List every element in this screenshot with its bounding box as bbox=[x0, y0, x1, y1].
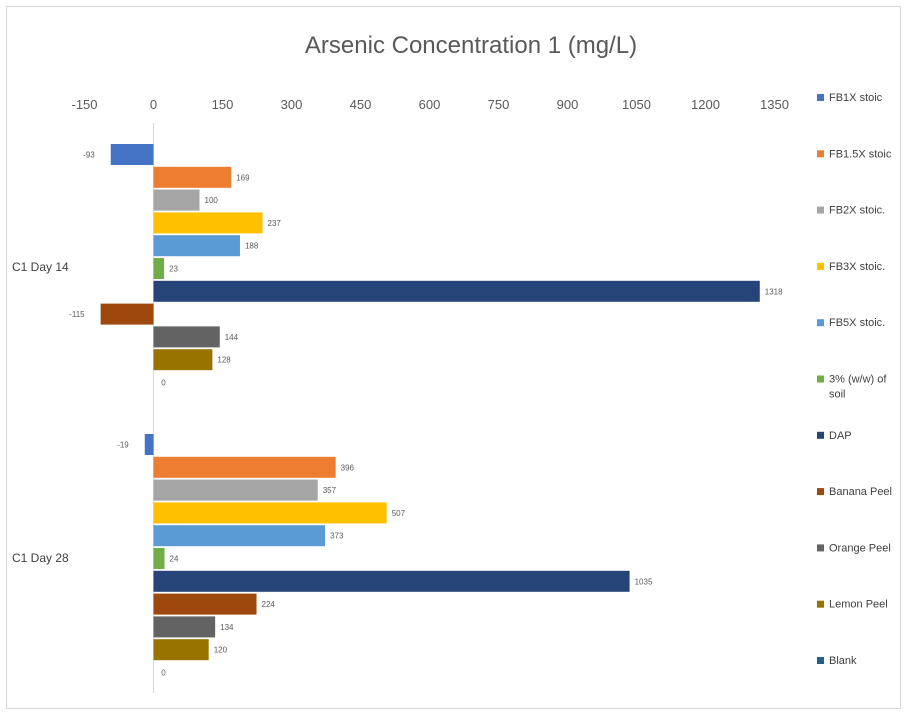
data-label: 23 bbox=[169, 265, 178, 274]
legend-item: FB3X stoic. bbox=[817, 261, 885, 273]
legend-item: Banana Peel bbox=[817, 486, 892, 498]
bar bbox=[153, 258, 165, 279]
bar bbox=[153, 525, 326, 547]
legend-label: FB2X stoic. bbox=[829, 205, 885, 217]
data-label: 188 bbox=[245, 242, 259, 251]
data-label: -93 bbox=[83, 151, 95, 160]
data-label: 507 bbox=[392, 509, 406, 518]
bar bbox=[100, 303, 154, 325]
legend-swatch bbox=[817, 94, 824, 101]
x-tick-label: 1350 bbox=[760, 97, 789, 112]
legend: FB1X stoic FB1.5X stoic FB2X stoic. FB3X st… bbox=[817, 92, 892, 667]
x-axis: -150 0 150 300 450 600 750 900 1050 1200 1350 bbox=[71, 97, 789, 693]
x-tick-label: 900 bbox=[557, 97, 579, 112]
legend-label: Blank bbox=[829, 655, 857, 667]
legend-item: FB2X stoic. bbox=[817, 205, 885, 217]
data-label: 100 bbox=[205, 196, 219, 205]
legend-label: 3% (w/w) of bbox=[829, 374, 887, 386]
x-tick-label: 450 bbox=[350, 97, 372, 112]
data-label: 120 bbox=[214, 646, 228, 655]
plot-area: -93 169 100 237 188 23 1318 -115 144 128 0 -19 396 35… bbox=[69, 144, 783, 678]
data-label: 224 bbox=[262, 600, 276, 609]
legend-swatch bbox=[817, 657, 824, 664]
chart-title: Arsenic Concentration 1 (mg/L) bbox=[305, 32, 637, 59]
legend-label: Banana Peel bbox=[829, 486, 892, 498]
x-tick-label: -150 bbox=[71, 97, 97, 112]
chart-frame: Arsenic Concentration 1 (mg/L) -150 0 150 3… bbox=[6, 6, 901, 709]
x-tick-label: 750 bbox=[488, 97, 510, 112]
bar bbox=[153, 639, 209, 661]
data-label: 144 bbox=[225, 333, 239, 342]
data-label: 1035 bbox=[635, 577, 653, 586]
data-label: 128 bbox=[217, 356, 231, 365]
legend-label: FB1.5X stoic bbox=[829, 148, 892, 160]
bar bbox=[153, 593, 257, 615]
legend-swatch bbox=[817, 431, 824, 439]
legend-swatch bbox=[817, 488, 824, 496]
legend-label: FB1X stoic bbox=[829, 92, 883, 104]
x-tick-label: 300 bbox=[281, 97, 303, 112]
bar bbox=[144, 434, 154, 455]
bar bbox=[110, 144, 154, 165]
data-label: 357 bbox=[323, 486, 337, 495]
bar bbox=[153, 166, 232, 188]
legend-item: Lemon Peel bbox=[817, 599, 888, 611]
legend-label: FB5X stoic. bbox=[829, 317, 885, 329]
legend-item: DAP bbox=[817, 430, 852, 442]
data-label: -19 bbox=[117, 441, 129, 450]
bar bbox=[153, 616, 216, 638]
legend-label: soil bbox=[829, 389, 846, 401]
bar bbox=[153, 502, 387, 524]
data-label: 0 bbox=[161, 379, 166, 388]
x-tick-label: 150 bbox=[212, 97, 234, 112]
data-label: 1318 bbox=[765, 287, 783, 296]
x-tick-label: 1050 bbox=[622, 97, 651, 112]
data-label: 396 bbox=[341, 463, 355, 472]
bar bbox=[153, 235, 240, 257]
legend-swatch bbox=[817, 319, 824, 327]
bar bbox=[153, 189, 200, 211]
legend-item: FB1.5X stoic bbox=[817, 148, 892, 160]
legend-swatch bbox=[817, 375, 824, 383]
bar bbox=[153, 326, 220, 348]
category-label: C1 Day 14 bbox=[12, 260, 69, 274]
data-label: 0 bbox=[161, 669, 166, 678]
bar bbox=[153, 548, 165, 569]
data-label: 24 bbox=[170, 555, 179, 564]
bar bbox=[153, 212, 263, 234]
data-label: 134 bbox=[220, 623, 234, 632]
x-tick-label: 1200 bbox=[691, 97, 720, 112]
category-label: C1 Day 28 bbox=[12, 551, 69, 565]
bar bbox=[153, 456, 336, 478]
legend-label: Orange Peel bbox=[829, 542, 891, 554]
data-label: 373 bbox=[330, 532, 344, 541]
legend-swatch bbox=[817, 262, 824, 270]
legend-label: Lemon Peel bbox=[829, 599, 888, 611]
x-tick-label: 0 bbox=[150, 97, 157, 112]
legend-label: DAP bbox=[829, 430, 852, 442]
legend-swatch bbox=[817, 206, 824, 214]
bar bbox=[153, 280, 760, 302]
category-axis: C1 Day 14 C1 Day 28 bbox=[12, 260, 69, 565]
legend-swatch bbox=[817, 600, 824, 608]
bar bbox=[153, 349, 213, 371]
data-label: -115 bbox=[69, 310, 85, 319]
legend-item: Blank bbox=[817, 655, 857, 667]
legend-swatch bbox=[817, 150, 824, 158]
legend-label: FB3X stoic. bbox=[829, 261, 885, 273]
legend-swatch bbox=[817, 544, 824, 552]
legend-item: 3% (w/w) of soil bbox=[817, 374, 887, 401]
data-label: 237 bbox=[268, 219, 282, 228]
legend-item: FB5X stoic. bbox=[817, 317, 885, 329]
x-tick-label: 600 bbox=[419, 97, 441, 112]
bar bbox=[153, 570, 630, 592]
legend-item: FB1X stoic bbox=[817, 92, 883, 104]
chart-svg: Arsenic Concentration 1 (mg/L) -150 0 150 3… bbox=[12, 32, 892, 693]
data-label: 169 bbox=[236, 173, 250, 182]
bar bbox=[153, 479, 318, 501]
legend-item: Orange Peel bbox=[817, 542, 891, 554]
